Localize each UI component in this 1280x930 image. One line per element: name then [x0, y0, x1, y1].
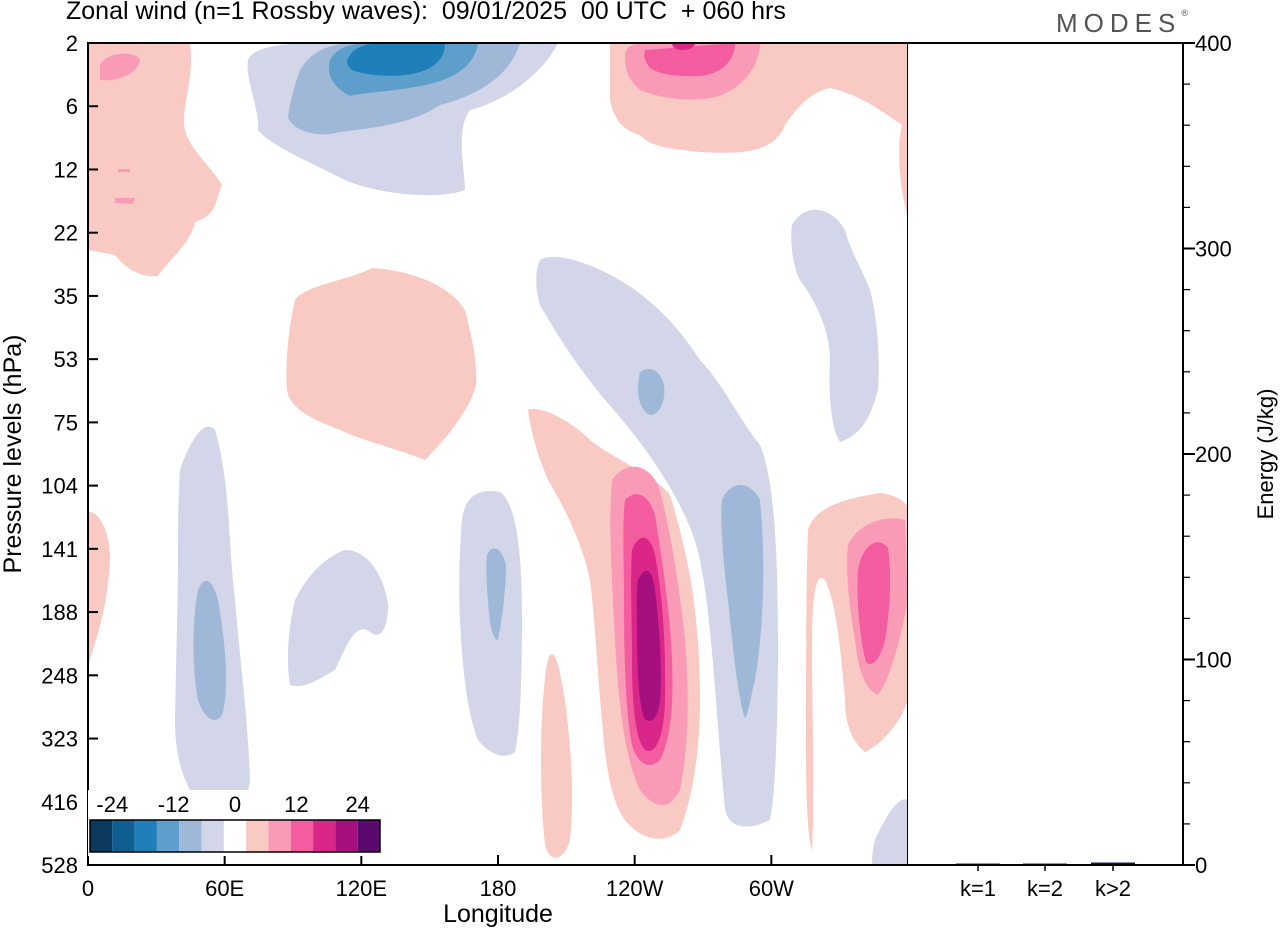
contour-pos-8: [672, 43, 695, 50]
contour-pos-19: [88, 511, 110, 665]
energy-axis-label: Energy (J/kg): [1253, 389, 1278, 520]
y-tick-label: 188: [41, 600, 78, 625]
y-tick-label: 6: [66, 94, 78, 119]
y-tick-label: 416: [41, 790, 78, 815]
colorbar-swatch: [313, 820, 336, 852]
colorbar-swatch: [156, 820, 180, 852]
energy-plot-background: [908, 43, 1183, 865]
colorbar-swatch: [246, 820, 269, 852]
x-tick-label: 120E: [336, 876, 387, 901]
contour-neg-8: [791, 209, 879, 442]
x-tick-label: 0: [82, 876, 94, 901]
contour-fills: [88, 43, 908, 865]
contour-pos-1: [88, 43, 222, 277]
y-tick-label: 104: [41, 474, 78, 499]
colorbar-label: -24: [96, 792, 128, 817]
energy-tick-label: 400: [1195, 31, 1232, 56]
y-tick-label: 2: [66, 31, 78, 56]
x-tick-label: 60E: [205, 876, 244, 901]
colorbar: -24 -12 0 12 24: [88, 790, 382, 856]
y-tick-label: 22: [54, 221, 78, 246]
energy-category-label: k=1: [960, 876, 996, 901]
colorbar-swatch: [179, 820, 202, 852]
energy-x-axis: k=1 k=2 k>2: [960, 865, 1131, 901]
contour-pos-18: [540, 654, 573, 858]
colorbar-swatch: [223, 820, 247, 852]
registered-mark: ®: [1181, 8, 1188, 18]
colorbar-swatch: [335, 820, 358, 852]
contour-neg-7: [721, 485, 764, 718]
colorbar-swatch: [290, 820, 314, 852]
contour-neg-5: [536, 256, 778, 827]
colorbar-frame: [89, 819, 381, 853]
x-axis-label: Longitude: [443, 900, 553, 928]
contour-plot: 0 60E 120E 180 120W 60W 2 6 12 22 35 53 75 104 141 188…: [0, 31, 909, 928]
contour-neg-13: [486, 548, 506, 640]
contour-neg-6: [638, 368, 665, 415]
energy-tick-label: 100: [1195, 648, 1232, 673]
energy-tick-label: 300: [1195, 237, 1232, 262]
contour-pos-12: [857, 542, 891, 664]
energy-tick-label: 0: [1195, 853, 1207, 878]
colorbar-swatch: [134, 820, 157, 852]
contour-pos-7: [644, 43, 735, 77]
y-axis-label: Pressure levels (hPa): [0, 335, 27, 574]
colorbar-label: 0: [229, 792, 241, 817]
colorbar-swatch: [268, 820, 291, 852]
energy-category-label: k>2: [1095, 876, 1131, 901]
colorbar-label: -12: [158, 792, 190, 817]
energy-bar-chart: 0 100 200 300 400 k=1 k=2 k>2 Energy (J/kg): [908, 31, 1278, 901]
energy-y-axis: 0 100 200 300 400: [1183, 31, 1232, 878]
colorbar-label: 24: [345, 792, 369, 817]
contour-pos-2: [100, 53, 140, 81]
y-tick-label: 141: [41, 537, 78, 562]
modes-logo: MODES®: [1056, 8, 1188, 39]
energy-tick-label: 200: [1195, 442, 1232, 467]
y-tick-label: 323: [41, 727, 78, 752]
contour-pos-3: [115, 198, 135, 204]
y-tick-label: 12: [54, 157, 78, 182]
contour-neg-11: [287, 550, 388, 687]
contour-neg-14: [872, 799, 908, 865]
y-axis: 2 6 12 22 35 53 75 104 141 188 248 323 416 528: [41, 31, 98, 878]
x-tick-label: 120W: [606, 876, 664, 901]
contour-pos-17: [636, 570, 661, 721]
chart-title: Zonal wind (n=1 Rossby waves): 09/01/202…: [66, 0, 786, 25]
energy-category-label: k=2: [1027, 876, 1063, 901]
colorbar-swatch: [112, 820, 135, 852]
contour-pos-4: [118, 169, 130, 172]
x-axis: 0 60E 120E 180 120W 60W: [82, 855, 794, 901]
x-tick-label: 180: [480, 876, 517, 901]
contour-neg-10: [193, 580, 227, 720]
brand-text: MODES: [1056, 8, 1182, 38]
colorbar-swatch: [357, 820, 380, 852]
y-tick-label: 248: [41, 663, 78, 688]
y-tick-label: 75: [54, 410, 78, 435]
y-tick-label: 35: [54, 284, 78, 309]
y-tick-label: 528: [41, 853, 78, 878]
contour-pos-9: [286, 268, 477, 460]
colorbar-swatch: [90, 820, 113, 852]
x-tick-label: 60W: [749, 876, 794, 901]
energy-bar: [1091, 862, 1135, 865]
colorbar-label: 12: [284, 792, 308, 817]
y-tick-label: 53: [54, 347, 78, 372]
contour-neg-4: [347, 43, 445, 76]
colorbar-swatch: [201, 820, 224, 852]
